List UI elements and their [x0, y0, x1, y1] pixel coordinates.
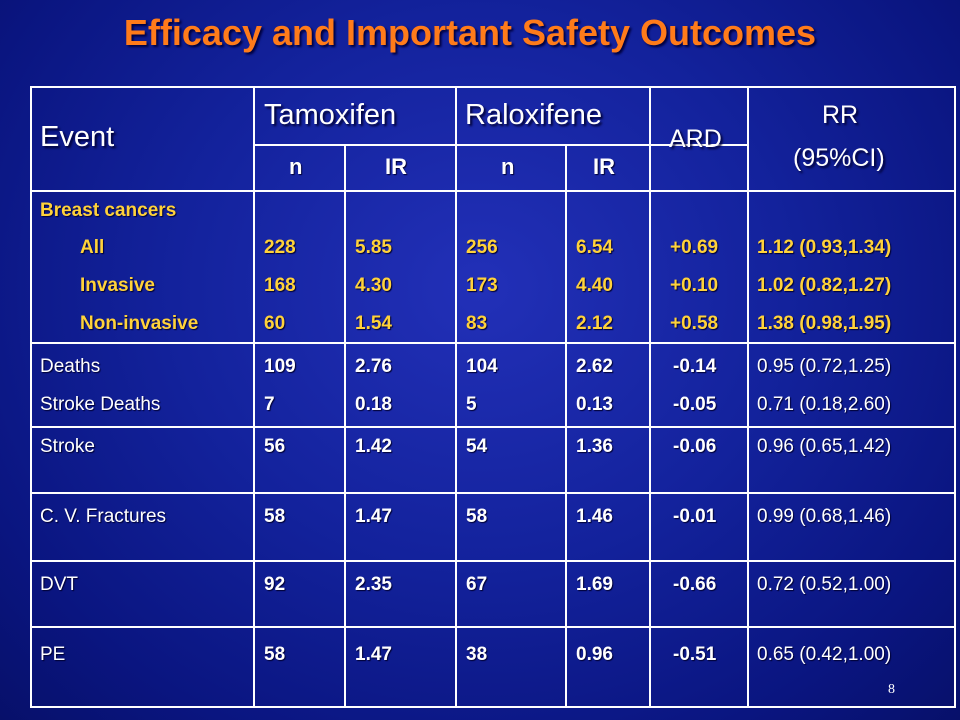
rr-value: 0.65 (0.42,1.00)	[757, 644, 892, 665]
tamoxifen-n: 60	[264, 313, 286, 334]
rr-value: 0.96 (0.65,1.42)	[757, 436, 892, 457]
raloxifene-ir: 2.62	[576, 356, 613, 377]
raloxifene-n: 67	[466, 574, 488, 595]
raloxifene-ir: 6.54	[576, 237, 613, 258]
tamoxifen-ir: 2.76	[355, 356, 392, 377]
raloxifene-n: 38	[466, 644, 488, 665]
row-divider	[30, 426, 956, 428]
tamoxifen-ir: 4.30	[355, 275, 392, 296]
header-ard: ARD	[669, 125, 722, 153]
ard-value: +0.58	[670, 313, 719, 334]
slide-title: Efficacy and Important Safety Outcomes	[123, 12, 817, 53]
row-label: Stroke Deaths	[40, 394, 161, 415]
header-raloxifene-ir: IR	[593, 154, 615, 179]
table-border-bottom	[30, 706, 956, 708]
rr-value: 0.71 (0.18,2.60)	[757, 394, 892, 415]
raloxifene-ir: 1.46	[576, 506, 613, 527]
rr-value: 1.38 (0.98,1.95)	[757, 313, 892, 334]
col-divider	[649, 86, 651, 708]
header-bottom	[30, 190, 956, 192]
tamoxifen-ir: 1.47	[355, 506, 392, 527]
header-tamoxifen-ir: IR	[385, 154, 407, 179]
tamoxifen-n: 7	[264, 394, 275, 415]
raloxifene-n: 5	[466, 394, 477, 415]
col-divider	[253, 86, 255, 708]
ard-value: -0.06	[673, 436, 717, 457]
tamoxifen-ir: 1.54	[355, 313, 392, 334]
row-label: C. V. Fractures	[40, 506, 167, 527]
raloxifene-n: 256	[466, 237, 498, 258]
tamoxifen-n: 58	[264, 644, 286, 665]
header-tamoxifen: Tamoxifen	[264, 99, 397, 131]
header-ci: (95%CI)	[793, 144, 885, 172]
rr-value: 1.02 (0.82,1.27)	[757, 275, 892, 296]
raloxifene-n: 58	[466, 506, 488, 527]
rr-value: 0.72 (0.52,1.00)	[757, 574, 892, 595]
tamoxifen-ir: 1.47	[355, 644, 392, 665]
ard-value: +0.10	[670, 275, 719, 296]
col-divider	[344, 144, 346, 708]
tamoxifen-n: 168	[264, 275, 296, 296]
header-event: Event	[40, 121, 115, 153]
tamoxifen-n: 109	[264, 356, 296, 377]
header-rr: RR	[822, 101, 859, 129]
row-label: Invasive	[80, 275, 155, 296]
row-label: Non-invasive	[80, 313, 199, 334]
raloxifene-n: 173	[466, 275, 498, 296]
header-raloxifene-n: n	[501, 154, 515, 179]
raloxifene-n: 83	[466, 313, 488, 334]
tamoxifen-n: 58	[264, 506, 286, 527]
tamoxifen-n: 92	[264, 574, 286, 595]
tamoxifen-ir: 0.18	[355, 394, 392, 415]
table-border-top	[30, 86, 956, 88]
breast-cancers-heading: Breast cancers	[40, 200, 177, 221]
rr-value: 0.95 (0.72,1.25)	[757, 356, 892, 377]
raloxifene-ir: 1.69	[576, 574, 613, 595]
row-divider	[30, 342, 956, 344]
raloxifene-ir: 0.13	[576, 394, 613, 415]
raloxifene-ir: 1.36	[576, 436, 613, 457]
tamoxifen-ir: 5.85	[355, 237, 392, 258]
header-tamoxifen-n: n	[289, 154, 303, 179]
ard-value: -0.51	[673, 644, 717, 665]
row-label: Stroke	[40, 436, 95, 457]
row-label: PE	[40, 644, 66, 665]
row-label: DVT	[40, 574, 78, 595]
tamoxifen-ir: 2.35	[355, 574, 392, 595]
ard-value: -0.66	[673, 574, 717, 595]
tamoxifen-ir: 1.42	[355, 436, 392, 457]
header-raloxifene: Raloxifene	[465, 99, 603, 131]
col-divider	[565, 144, 567, 708]
rr-value: 1.12 (0.93,1.34)	[757, 237, 892, 258]
raloxifene-n: 54	[466, 436, 488, 457]
col-divider	[747, 86, 749, 708]
ard-value: -0.05	[673, 394, 717, 415]
raloxifene-ir: 2.12	[576, 313, 613, 334]
raloxifene-ir: 4.40	[576, 275, 613, 296]
row-divider	[30, 560, 956, 562]
ard-value: -0.01	[673, 506, 717, 527]
rr-value: 0.99 (0.68,1.46)	[757, 506, 892, 527]
raloxifene-n: 104	[466, 356, 498, 377]
row-divider	[30, 626, 956, 628]
tamoxifen-n: 228	[264, 237, 296, 258]
row-divider	[30, 492, 956, 494]
ard-value: -0.14	[673, 356, 717, 377]
row-label: All	[80, 237, 105, 258]
col-divider	[455, 86, 457, 708]
slide-number: 8	[888, 682, 895, 697]
row-label: Deaths	[40, 356, 101, 377]
table-border-left	[30, 86, 32, 708]
table-border-right	[954, 86, 956, 708]
raloxifene-ir: 0.96	[576, 644, 613, 665]
header-divider	[253, 144, 749, 146]
tamoxifen-n: 56	[264, 436, 286, 457]
ard-value: +0.69	[670, 237, 719, 258]
